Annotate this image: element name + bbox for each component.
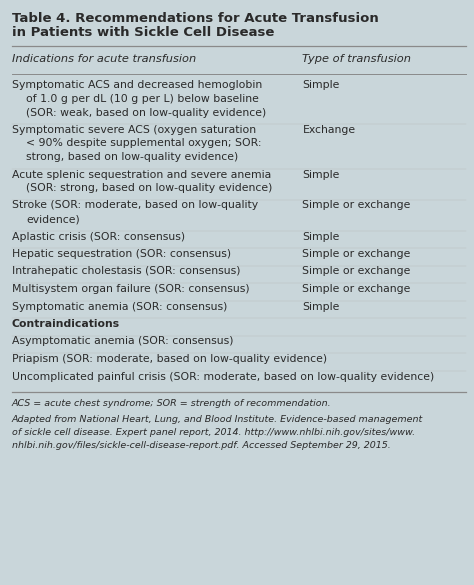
Text: in Patients with Sickle Cell Disease: in Patients with Sickle Cell Disease [12,26,274,40]
Text: Symptomatic ACS and decreased hemoglobin: Symptomatic ACS and decreased hemoglobin [12,81,262,91]
Text: Simple or exchange: Simple or exchange [302,267,411,277]
Text: evidence): evidence) [26,214,80,224]
Text: Multisystem organ failure (SOR: consensus): Multisystem organ failure (SOR: consensu… [12,284,250,294]
Text: Simple: Simple [302,301,340,311]
Text: Exchange: Exchange [302,125,356,135]
Text: (SOR: weak, based on low-quality evidence): (SOR: weak, based on low-quality evidenc… [26,108,266,118]
Text: Indications for acute transfusion: Indications for acute transfusion [12,54,196,64]
Text: Acute splenic sequestration and severe anemia: Acute splenic sequestration and severe a… [12,170,271,180]
Text: Simple or exchange: Simple or exchange [302,201,411,211]
Text: Hepatic sequestration (SOR: consensus): Hepatic sequestration (SOR: consensus) [12,249,231,259]
Text: of 1.0 g per dL (10 g per L) below baseline: of 1.0 g per dL (10 g per L) below basel… [26,94,259,104]
Text: Intrahepatic cholestasis (SOR: consensus): Intrahepatic cholestasis (SOR: consensus… [12,267,240,277]
Text: Type of transfusion: Type of transfusion [302,54,411,64]
Text: Asymptomatic anemia (SOR: consensus): Asymptomatic anemia (SOR: consensus) [12,336,234,346]
Text: strong, based on low-quality evidence): strong, based on low-quality evidence) [26,152,238,162]
Text: Simple: Simple [302,170,340,180]
Text: ACS = acute chest syndrome; SOR = strength of recommendation.: ACS = acute chest syndrome; SOR = streng… [12,399,332,408]
Text: of sickle cell disease. Expert panel report, 2014. http://www.nhlbi.nih.gov/site: of sickle cell disease. Expert panel rep… [12,428,415,437]
Text: Contraindications: Contraindications [12,319,120,329]
Text: (SOR: strong, based on low-quality evidence): (SOR: strong, based on low-quality evide… [26,183,273,193]
Text: Adapted from National Heart, Lung, and Blood Institute. Evidence-based managemen: Adapted from National Heart, Lung, and B… [12,415,423,425]
Text: Table 4. Recommendations for Acute Transfusion: Table 4. Recommendations for Acute Trans… [12,12,379,25]
Text: Simple or exchange: Simple or exchange [302,284,411,294]
Text: < 90% despite supplemental oxygen; SOR:: < 90% despite supplemental oxygen; SOR: [26,139,262,149]
Text: Simple: Simple [302,81,340,91]
Text: Uncomplicated painful crisis (SOR: moderate, based on low-quality evidence): Uncomplicated painful crisis (SOR: moder… [12,371,434,381]
Text: Symptomatic anemia (SOR: consensus): Symptomatic anemia (SOR: consensus) [12,301,228,311]
Text: Priapism (SOR: moderate, based on low-quality evidence): Priapism (SOR: moderate, based on low-qu… [12,354,327,364]
Text: Simple or exchange: Simple or exchange [302,249,411,259]
Text: Aplastic crisis (SOR: consensus): Aplastic crisis (SOR: consensus) [12,232,185,242]
Text: Simple: Simple [302,232,340,242]
Text: Symptomatic severe ACS (oxygen saturation: Symptomatic severe ACS (oxygen saturatio… [12,125,256,135]
Text: nhlbi.nih.gov/files/sickle-cell-disease-report.pdf. Accessed September 29, 2015.: nhlbi.nih.gov/files/sickle-cell-disease-… [12,441,391,449]
Text: Stroke (SOR: moderate, based on low-quality: Stroke (SOR: moderate, based on low-qual… [12,201,258,211]
